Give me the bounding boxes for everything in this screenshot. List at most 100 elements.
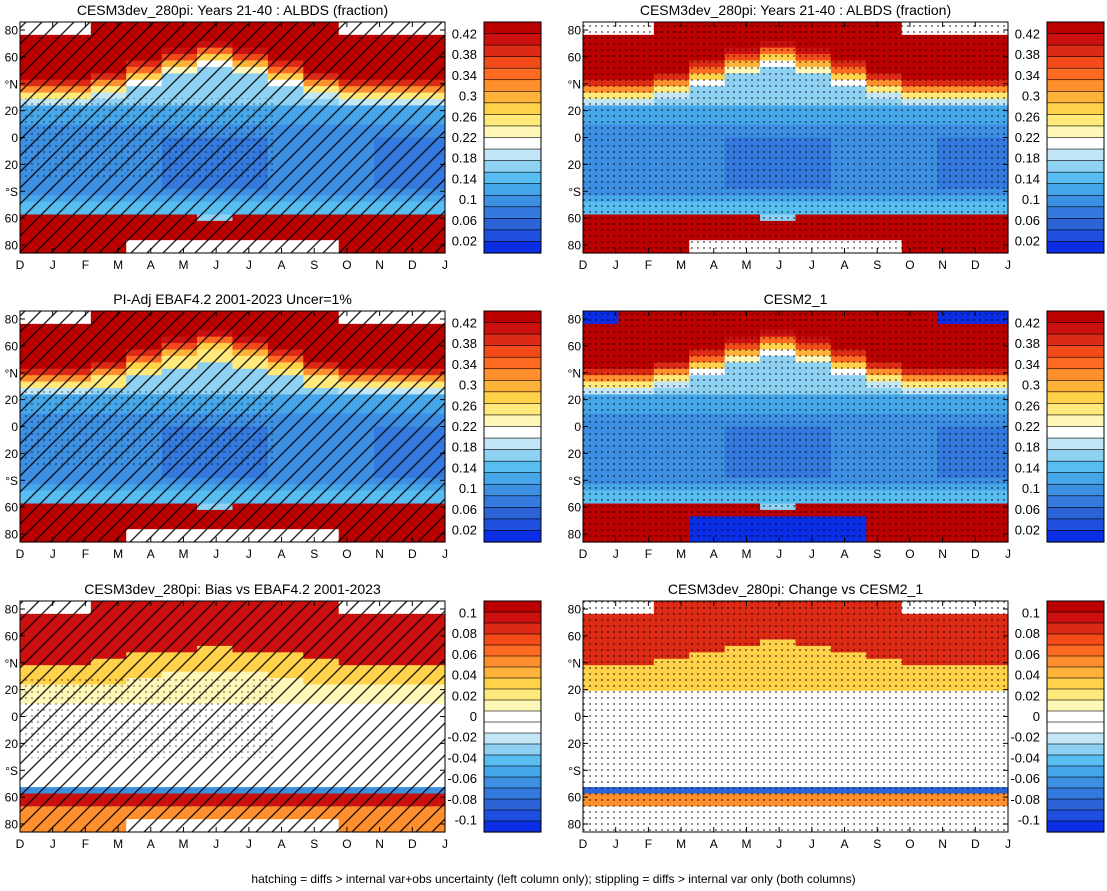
x-tick-label: N [375, 258, 384, 272]
colorbar-label: 0.38 [1015, 47, 1040, 62]
colorbar-swatch [1046, 21, 1105, 35]
x-tick-label: J [246, 547, 252, 561]
x-tick-label: J [442, 547, 448, 561]
x-tick-label: O [342, 547, 351, 561]
colorbar-label: 0.34 [452, 68, 477, 83]
x-tick-label: D [408, 547, 417, 561]
y-tick-label: 80 [5, 24, 19, 38]
panel-title: CESM3dev_280pi: Years 21-40 : ALBDS (fra… [640, 2, 951, 18]
colorbar-label: 0.1 [459, 192, 477, 207]
colorbar-swatch [483, 426, 542, 439]
colorbar-label: 0.1 [459, 481, 477, 496]
colorbar-swatch [1046, 56, 1105, 69]
x-tick-label: S [310, 258, 318, 272]
hatching-overlay [20, 311, 445, 542]
y-tick-label: 60 [5, 501, 19, 515]
colorbar-swatch [1046, 241, 1105, 254]
x-tick-label: D [16, 547, 25, 561]
colorbar-swatch [483, 33, 542, 46]
colorbar-frame [483, 21, 542, 254]
y-tick-label: 80 [5, 239, 19, 253]
colorbar-swatch [483, 483, 542, 497]
colorbar-label: 0.18 [452, 440, 477, 455]
colorbar-label: 0.02 [452, 234, 477, 249]
y-tick-label: 80 [5, 313, 19, 327]
colorbar-swatch [483, 322, 542, 335]
colorbar-label: 0.26 [452, 109, 477, 124]
y-tick-label: °N [568, 77, 581, 91]
colorbar-label: 0.14 [452, 171, 477, 186]
colorbar-label: 0.3 [459, 378, 477, 393]
colorbar-label: 0.3 [459, 89, 477, 104]
colorbar-swatch [483, 229, 542, 243]
colorbar-swatch [483, 460, 542, 474]
colorbar-swatch [1046, 91, 1105, 104]
colorbar-swatch [483, 21, 542, 35]
x-tick-label: A [278, 547, 286, 561]
y-tick-label: 0 [11, 420, 18, 434]
y-tick-label: 20 [568, 104, 582, 118]
colorbar-swatch [1046, 114, 1105, 127]
colorbar-swatch [1046, 102, 1105, 115]
colorbar-label: 0.06 [452, 213, 477, 228]
colorbar-swatch [1046, 44, 1105, 58]
colorbar-swatch [483, 507, 542, 520]
colorbar-swatch [483, 160, 542, 173]
colorbar-swatch [1046, 229, 1105, 243]
x-tick-label: M [178, 258, 188, 272]
colorbar-label: 0.3 [1022, 89, 1040, 104]
y-tick-label: 60 [568, 212, 582, 226]
colorbar-swatch [483, 171, 542, 185]
x-tick-label: J [809, 258, 815, 272]
colorbar-swatch [483, 403, 542, 416]
colorbar-swatch [483, 356, 542, 370]
colorbar-swatch [1046, 137, 1105, 150]
colorbar: 0.420.380.340.30.260.220.180.140.10.060.… [452, 21, 542, 254]
colorbar-label: 0.22 [452, 130, 477, 145]
y-tick-label: 0 [11, 131, 18, 145]
colorbar-swatch [1046, 218, 1105, 231]
y-tick-label: °S [5, 474, 18, 488]
colorbar-label: 0.26 [452, 398, 477, 413]
x-tick-label: F [82, 258, 89, 272]
x-tick-label: M [178, 547, 188, 561]
y-tick-label: 60 [568, 50, 582, 64]
x-tick-label: A [278, 258, 286, 272]
colorbar-swatch [483, 148, 542, 162]
x-tick-label: N [938, 258, 947, 272]
x-tick-label: S [310, 547, 318, 561]
colorbar-swatch [483, 391, 542, 405]
x-tick-label: J [246, 258, 252, 272]
x-tick-label: D [16, 258, 25, 272]
x-tick-label: D [971, 258, 980, 272]
colorbar-swatch [483, 137, 542, 150]
colorbar-label: 0.14 [1015, 171, 1040, 186]
colorbar-swatch [483, 472, 542, 485]
panel-3: PI-Adj EBAF4.2 2001-2023 Uncer=1%8060°N2… [5, 291, 542, 561]
y-tick-label: °S [568, 185, 581, 199]
colorbar-label: 0.06 [1015, 213, 1040, 228]
colorbar-swatch [483, 379, 542, 393]
colorbar-swatch [483, 518, 542, 532]
stippling-overlay [583, 22, 1008, 253]
colorbar-label: 0.18 [1015, 151, 1040, 166]
colorbar-swatch [483, 241, 542, 254]
colorbar-swatch [483, 218, 542, 231]
colorbar-swatch [483, 206, 542, 219]
colorbar-swatch [1046, 148, 1105, 162]
y-tick-label: 0 [574, 131, 581, 145]
colorbar-label: 0.02 [452, 523, 477, 538]
x-tick-label: J [50, 258, 56, 272]
x-tick-label: A [710, 258, 718, 272]
colorbar-swatch [483, 333, 542, 347]
x-tick-label: M [113, 547, 123, 561]
colorbar-label: 0.42 [452, 27, 477, 42]
y-tick-label: 80 [568, 239, 582, 253]
x-tick-label: J [50, 547, 56, 561]
y-tick-label: 20 [5, 104, 19, 118]
colorbar-swatch [1046, 33, 1105, 46]
y-tick-label: 20 [5, 393, 19, 407]
x-tick-label: A [841, 258, 849, 272]
